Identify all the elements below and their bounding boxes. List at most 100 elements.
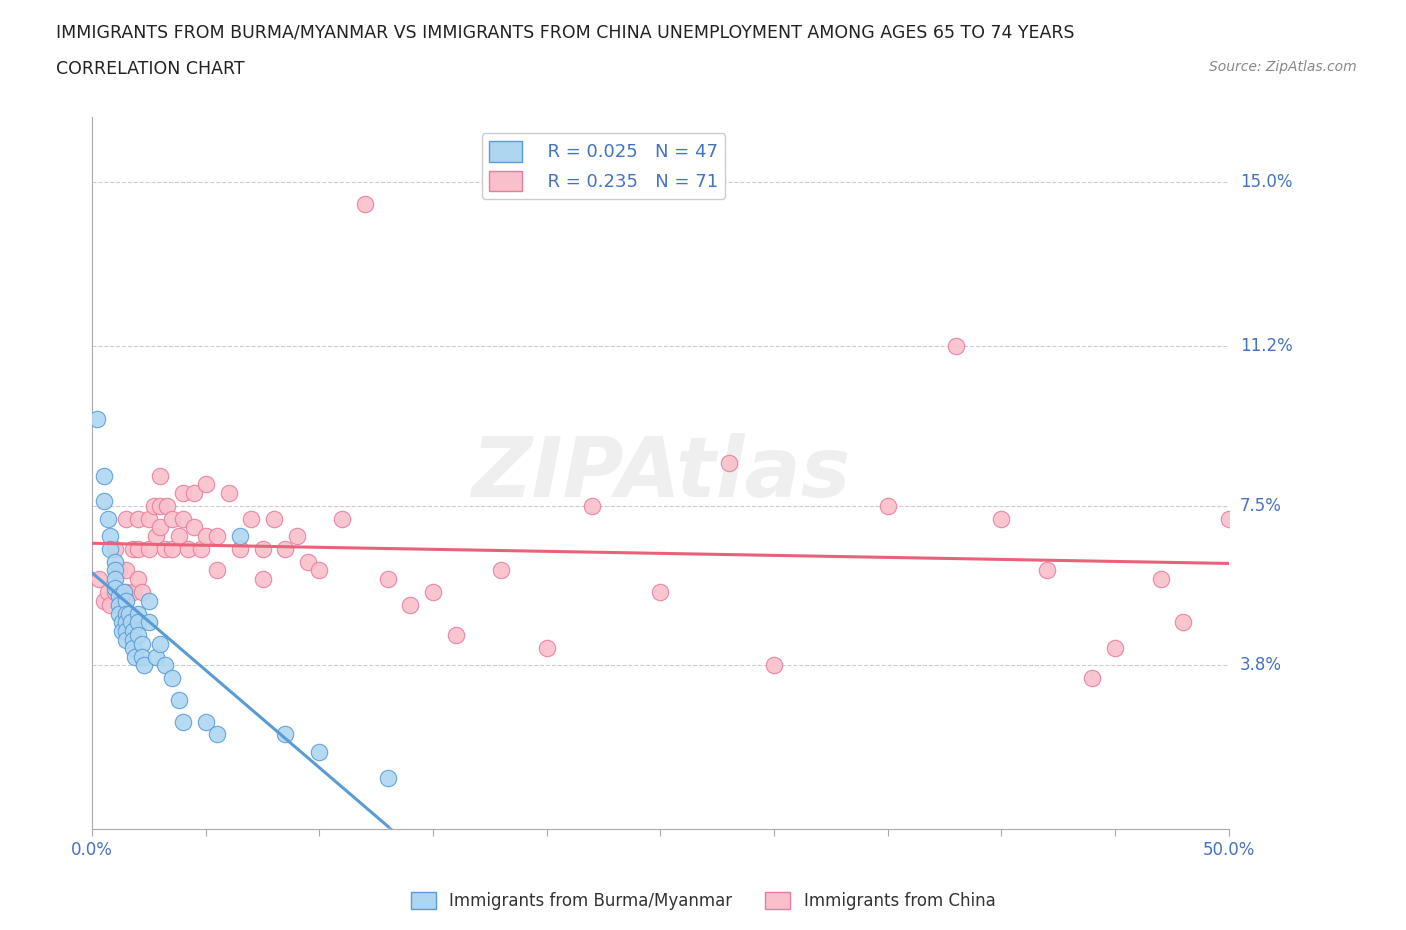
Point	[108, 563, 131, 578]
Point	[1149, 572, 1171, 587]
Point	[142, 498, 165, 513]
Point	[104, 541, 127, 556]
Point	[229, 528, 252, 543]
Point	[274, 541, 297, 556]
Point	[1081, 671, 1104, 685]
Point	[160, 671, 183, 685]
Point	[138, 512, 160, 526]
Point	[127, 572, 149, 587]
Point	[111, 598, 134, 613]
Point	[167, 528, 190, 543]
Point	[127, 512, 149, 526]
Point	[717, 455, 740, 470]
Point	[93, 494, 115, 509]
Point	[149, 468, 172, 483]
Point	[134, 658, 156, 672]
Point	[172, 714, 194, 729]
Point	[581, 498, 603, 513]
Point	[145, 649, 167, 664]
Text: ZIPAtlas: ZIPAtlas	[471, 432, 851, 514]
Point	[399, 598, 422, 613]
Point	[422, 585, 444, 600]
Point	[115, 632, 138, 647]
Point	[205, 727, 228, 742]
Point	[93, 593, 115, 608]
Point	[1173, 615, 1195, 630]
Point	[93, 468, 115, 483]
Point	[149, 520, 172, 535]
Point	[308, 744, 330, 759]
Point	[153, 658, 176, 672]
Point	[172, 485, 194, 500]
Point	[97, 585, 120, 600]
Point	[115, 593, 138, 608]
Point	[124, 649, 146, 664]
Point	[117, 606, 139, 621]
Point	[98, 541, 121, 556]
Point	[104, 585, 127, 600]
Point	[115, 606, 138, 621]
Point	[945, 339, 967, 353]
Point	[444, 628, 467, 643]
Point	[183, 485, 205, 500]
Point	[377, 770, 399, 785]
Point	[104, 580, 127, 595]
Point	[138, 593, 160, 608]
Point	[115, 563, 138, 578]
Point	[1104, 641, 1126, 656]
Point	[98, 598, 121, 613]
Point	[176, 541, 198, 556]
Point	[354, 196, 377, 211]
Point	[112, 585, 135, 600]
Point	[97, 512, 120, 526]
Point	[108, 606, 131, 621]
Point	[218, 485, 240, 500]
Point	[183, 520, 205, 535]
Point	[160, 512, 183, 526]
Point	[274, 727, 297, 742]
Point	[156, 498, 179, 513]
Point	[149, 636, 172, 651]
Point	[131, 636, 153, 651]
Legend:   R = 0.025   N = 47,   R = 0.235   N = 71: R = 0.025 N = 47, R = 0.235 N = 71	[482, 133, 725, 199]
Point	[108, 598, 131, 613]
Point	[131, 649, 153, 664]
Point	[377, 572, 399, 587]
Point	[127, 628, 149, 643]
Text: 7.5%: 7.5%	[1240, 497, 1282, 514]
Point	[131, 585, 153, 600]
Point	[127, 615, 149, 630]
Point	[104, 554, 127, 569]
Point	[308, 563, 330, 578]
Point	[650, 585, 672, 600]
Point	[98, 528, 121, 543]
Point	[205, 528, 228, 543]
Point	[104, 563, 127, 578]
Point	[763, 658, 786, 672]
Point	[127, 606, 149, 621]
Point	[194, 714, 217, 729]
Point	[122, 541, 145, 556]
Point	[160, 541, 183, 556]
Point	[240, 512, 263, 526]
Point	[190, 541, 212, 556]
Point	[167, 693, 190, 708]
Point	[122, 623, 145, 638]
Point	[111, 615, 134, 630]
Point	[115, 623, 138, 638]
Point	[120, 615, 142, 630]
Point	[122, 632, 145, 647]
Point	[252, 541, 274, 556]
Point	[104, 572, 127, 587]
Point	[876, 498, 898, 513]
Point	[87, 572, 110, 587]
Text: Source: ZipAtlas.com: Source: ZipAtlas.com	[1209, 60, 1357, 74]
Text: 3.8%: 3.8%	[1240, 657, 1282, 674]
Point	[252, 572, 274, 587]
Point	[330, 512, 353, 526]
Point	[122, 585, 145, 600]
Point	[491, 563, 513, 578]
Text: IMMIGRANTS FROM BURMA/MYANMAR VS IMMIGRANTS FROM CHINA UNEMPLOYMENT AMONG AGES 6: IMMIGRANTS FROM BURMA/MYANMAR VS IMMIGRA…	[56, 23, 1074, 41]
Point	[172, 512, 194, 526]
Point	[149, 498, 172, 513]
